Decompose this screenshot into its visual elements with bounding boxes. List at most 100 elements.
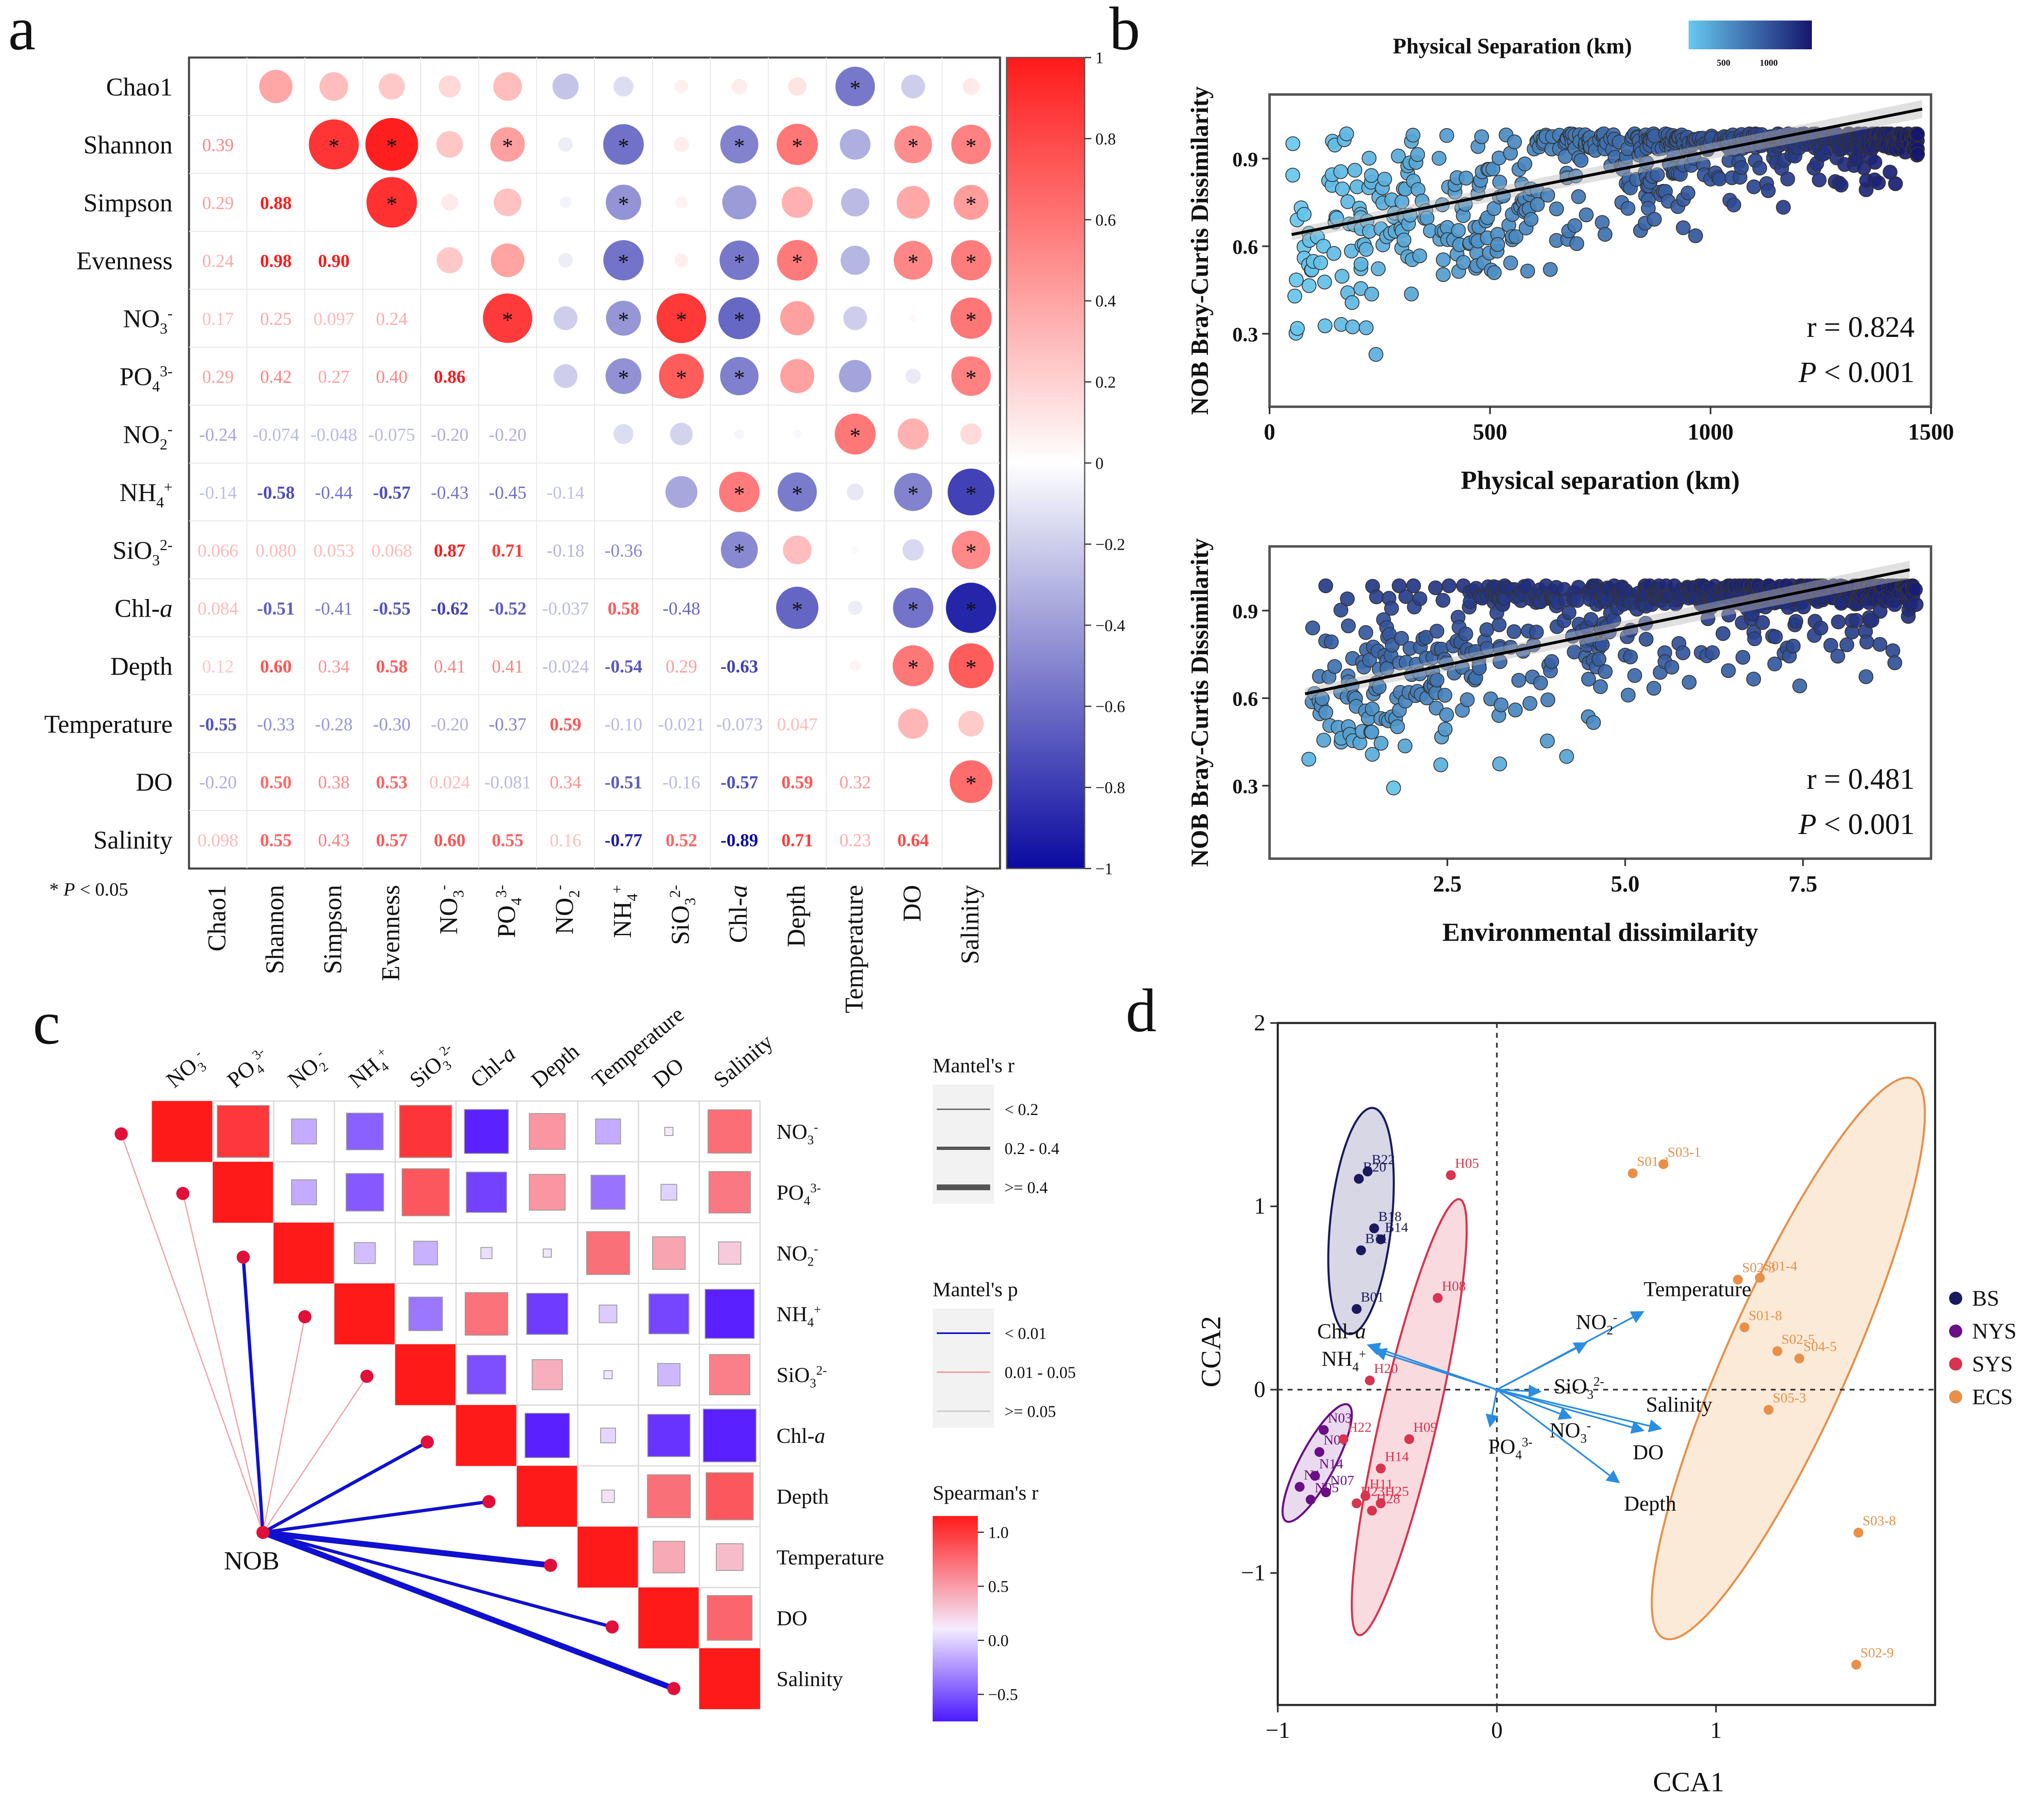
row-label: Salinity (93, 827, 173, 855)
column-label: NO3- (161, 1046, 213, 1096)
column-label: PO43- (493, 885, 525, 938)
correlation-value: 0.71 (492, 541, 523, 561)
correlation-value: 0.90 (318, 251, 350, 271)
row-label: Simpson (83, 189, 173, 217)
correlation-circle (950, 297, 992, 339)
mantel-edge (262, 1440, 428, 1534)
sample-label: S03-1 (1668, 1145, 1701, 1160)
scatter-point (1591, 652, 1606, 667)
label-subscript: 4 (804, 1193, 810, 1208)
scatter-point (1712, 171, 1727, 187)
correlation-circle (659, 353, 704, 399)
scatter-point (1340, 591, 1355, 606)
correlation-square (604, 1370, 613, 1379)
env-vector (1486, 1389, 1499, 1428)
sample-label: H11 (1369, 1477, 1393, 1492)
legend-background (933, 1085, 994, 1204)
y-tick-label: 2 (1254, 1010, 1265, 1036)
x-tick-label: 1000 (1687, 419, 1733, 445)
scatter-point (1567, 218, 1583, 233)
correlation-circle (731, 78, 747, 94)
scatter-point (1474, 129, 1489, 144)
correlation-value: -0.63 (721, 657, 758, 677)
scatter-point (1507, 134, 1522, 150)
label-subscript: 3 (810, 1376, 816, 1390)
label-main: PO (222, 1055, 260, 1092)
label-main: DO (777, 1607, 807, 1630)
sample-label: H28 (1376, 1491, 1400, 1507)
scatter-point (1867, 154, 1883, 170)
column-label: SiO32- (667, 885, 699, 945)
sample-label: H25 (1385, 1484, 1409, 1499)
scatter-point (1597, 227, 1613, 242)
label-main: NO (777, 1120, 807, 1144)
correlation-value: 0.16 (550, 830, 581, 850)
scatter-point (1503, 256, 1518, 271)
correlation-circle (720, 125, 758, 164)
sample-point (1367, 1505, 1377, 1516)
x-axis-title: CCA1 (1653, 1766, 1724, 1797)
correlation-square (595, 1118, 621, 1145)
scatter-point (1451, 223, 1466, 238)
correlation-circle (781, 187, 813, 218)
significance-marker: * (850, 76, 861, 101)
scatter-point (1347, 163, 1362, 178)
scatter-point (1412, 248, 1427, 263)
correlation-circle (894, 473, 932, 511)
correlation-value: 0.59 (781, 772, 813, 793)
correlation-circle (674, 79, 689, 94)
correlation-value: 0.053 (313, 541, 354, 561)
scatter-point (1540, 692, 1555, 707)
scatter-point (1595, 637, 1610, 652)
env-vector (1496, 1389, 1572, 1420)
significance-marker: * (966, 771, 977, 796)
sample-label: S03-8 (1862, 1514, 1896, 1529)
correlation-square (395, 1344, 456, 1405)
correlation-value: -0.024 (542, 657, 589, 677)
panel-b-scatter-plots: b 0 500 1000 1500 0.3 0.6 0.9 Physical separatio… (1109, 0, 1954, 947)
annotation-r: r = 0.481 (1807, 763, 1915, 795)
row-label: Shannon (83, 131, 173, 159)
correlation-value: -0.41 (315, 599, 353, 619)
correlation-value: -0.51 (257, 599, 295, 619)
correlation-square (590, 1175, 626, 1210)
legend-tick-label: 1000 (1760, 58, 1778, 68)
row-label: DO (136, 769, 173, 797)
significance-marker: * (618, 134, 629, 159)
y-tick-label: −1 (1241, 1560, 1265, 1586)
correlation-circle (906, 369, 921, 384)
confidence-band (1305, 560, 1910, 700)
label-superscript: + (374, 1044, 389, 1060)
scatter-point (1436, 252, 1451, 267)
correlation-circle (793, 430, 802, 438)
label-main: NO (1576, 1311, 1606, 1334)
scatter-point (1746, 671, 1761, 687)
correlation-circle (947, 468, 995, 516)
scatter-point (1439, 707, 1454, 722)
correlation-value: 0.41 (492, 657, 523, 677)
correlation-value: 0.59 (550, 714, 581, 735)
scatter-point (1834, 177, 1849, 193)
scatter-point (1285, 168, 1300, 183)
correlation-value: 0.60 (434, 830, 465, 850)
x-tick-label: 1500 (1908, 419, 1954, 445)
vector-label: Chl-a (1317, 1320, 1366, 1343)
scatter-point (1646, 681, 1661, 696)
mantel-node (176, 1187, 189, 1200)
correlation-circle (963, 78, 979, 95)
confidence-band (1291, 100, 1922, 240)
correlation-value: -0.14 (199, 483, 237, 503)
scatter-point (1335, 181, 1350, 196)
label-subscript: 3 (152, 552, 160, 569)
scatter-point (1285, 136, 1300, 151)
correlation-value: 0.55 (492, 830, 523, 850)
scatter-point (1368, 347, 1383, 362)
scatter-point (1747, 631, 1762, 646)
correlation-circle (309, 119, 359, 170)
scatter-point (1529, 624, 1544, 640)
correlation-value: 0.53 (376, 772, 408, 793)
label-superscript: 3- (1522, 1435, 1532, 1449)
correlation-square (413, 1241, 438, 1265)
scatter-point (1492, 175, 1507, 190)
label-main: NH (777, 1303, 807, 1326)
